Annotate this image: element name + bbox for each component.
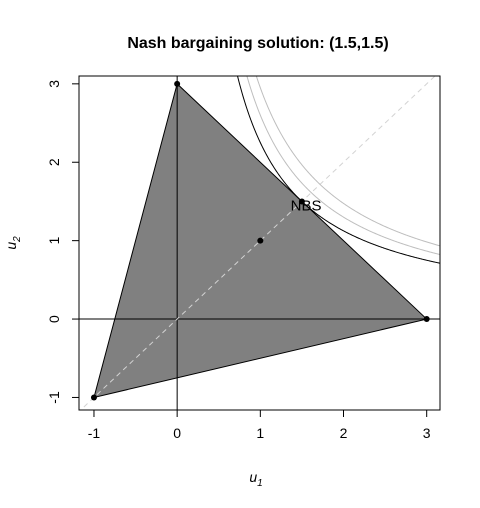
plot-area xyxy=(79,76,440,410)
x-tick-label-5: 3 xyxy=(423,425,431,441)
nash-product-curve-2 xyxy=(246,76,440,256)
x-tick-label-3: 1 xyxy=(256,425,264,441)
chart-title: Nash bargaining solution: (1.5,1.5) xyxy=(127,35,388,52)
y-tick-label-3: 1 xyxy=(46,237,62,245)
nbs-annotation: NBS xyxy=(291,197,322,214)
data-point-4 xyxy=(257,237,264,244)
data-point-1 xyxy=(90,394,97,401)
points-layer: NBS xyxy=(90,80,430,401)
y-tick-label-1: -1 xyxy=(46,391,62,404)
x-tick-label-1: -1 xyxy=(88,425,101,441)
nbs-point xyxy=(298,198,305,205)
x-tick-label-2: 0 xyxy=(173,425,181,441)
x-tick-label-4: 2 xyxy=(340,425,348,441)
y-axis-label: u2 xyxy=(3,236,23,250)
data-point-3 xyxy=(423,316,430,323)
x-axis-label: u1 xyxy=(249,469,262,489)
y-tick-label-2: 0 xyxy=(46,315,62,323)
y-tick-label-5: 3 xyxy=(46,80,62,88)
diagonal-line xyxy=(79,76,436,410)
nash-product-curve-3 xyxy=(255,76,440,247)
plot-frame xyxy=(78,75,441,411)
data-point-2 xyxy=(174,80,181,87)
nash-product-curve-1 xyxy=(237,76,440,264)
y-tick-label-4: 2 xyxy=(46,158,62,166)
